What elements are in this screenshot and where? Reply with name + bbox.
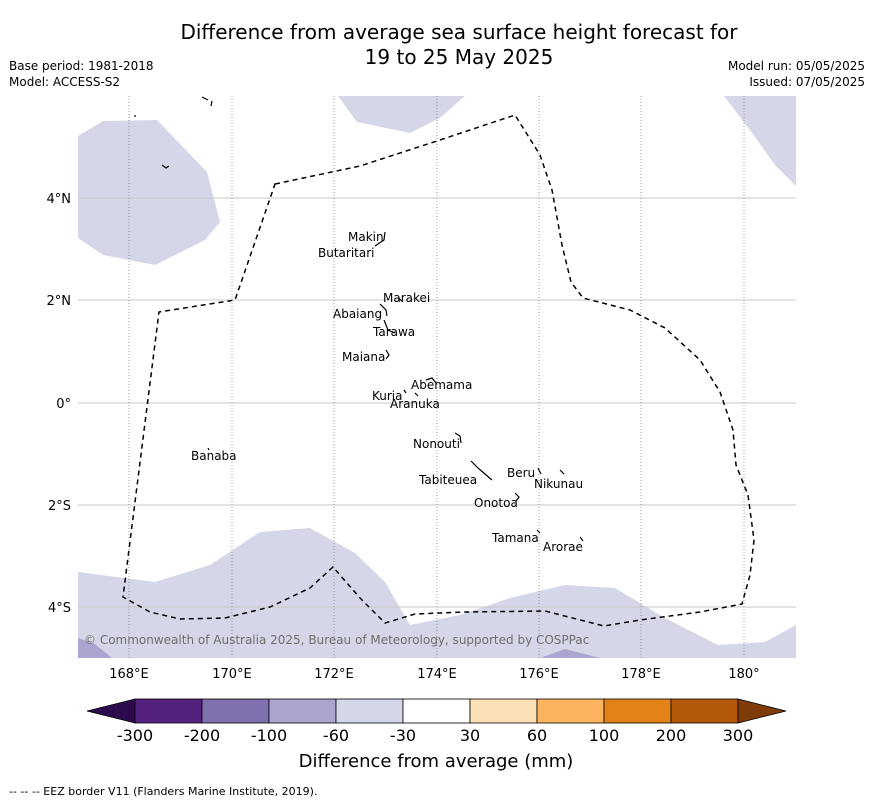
anomaly-region-south xyxy=(78,528,796,658)
island-outline-tabiteuea xyxy=(470,460,493,481)
colorbar-bin-1 xyxy=(134,698,203,724)
island-label-tabiteuea: Tabiteuea xyxy=(418,473,477,487)
island-label-beru: Beru xyxy=(507,466,535,480)
island-label-onotoa: Onotoa xyxy=(474,496,518,510)
island-label-marakei: Marakei xyxy=(383,291,430,305)
anomaly-region-north xyxy=(338,96,465,133)
island-label-makin: Makin xyxy=(348,230,384,244)
colorbar-tick-6: 30 xyxy=(460,726,480,745)
colorbar-tick-4: -60 xyxy=(323,726,349,745)
anomaly-region-south-strong xyxy=(540,649,600,658)
island-outline-abemama xyxy=(425,377,437,384)
lon-label-172e: 172°E xyxy=(314,667,354,682)
island-outline-kuria xyxy=(403,389,407,394)
colorbar-label: Difference from average (mm) xyxy=(299,751,574,772)
colorbar-bin-7 xyxy=(536,698,605,724)
island-outline-maiana xyxy=(385,349,390,360)
island-label-arorae: Arorae xyxy=(543,540,583,554)
island-label-maiana: Maiana xyxy=(342,350,385,364)
island-label-abemama: Abemama xyxy=(411,378,472,392)
lat-label-4n: 4°N xyxy=(47,192,72,207)
lat-label-2n: 2°N xyxy=(47,294,72,309)
colorbar-tick-5: -30 xyxy=(390,726,416,745)
island-outline-tarawa xyxy=(383,319,396,334)
colorbar-bin-2 xyxy=(201,698,270,724)
colorbar-extend-high xyxy=(737,698,787,724)
colorbar-bin-6 xyxy=(469,698,538,724)
anomaly-region-northwest xyxy=(78,120,220,265)
island-outline-butaritari xyxy=(374,231,386,247)
colorbar-tick-3: -100 xyxy=(251,726,287,745)
island-outline-tamana xyxy=(536,529,541,534)
island-outline-north-b xyxy=(161,164,170,169)
colorbar-tick-10: 300 xyxy=(723,726,754,745)
island-label-kuria: Kuria xyxy=(372,389,403,403)
colorbar-bin-9 xyxy=(670,698,739,724)
title-line-1: Difference from average sea surface heig… xyxy=(180,20,738,44)
island-outline-aranuka xyxy=(414,392,419,397)
colorbar-bin-8 xyxy=(603,698,672,724)
island-label-nonouti: Nonouti xyxy=(413,437,460,451)
island-label-nikunau: Nikunau xyxy=(534,477,583,491)
island-outline-nonouti xyxy=(454,432,462,444)
copyright-notice: © Commonwealth of Australia 2025, Bureau… xyxy=(84,633,589,647)
lat-label-0: 0° xyxy=(56,397,71,412)
colorbar xyxy=(86,698,787,724)
island-label-aranuka: Aranuka xyxy=(390,397,440,411)
colorbar-bin-5 xyxy=(402,698,471,724)
colorbar-tick-7: 60 xyxy=(527,726,547,745)
island-label-abaiang: Abaiang xyxy=(333,307,382,321)
island-label-banaba: Banaba xyxy=(191,449,237,463)
lon-label-180: 180° xyxy=(728,667,759,682)
colorbar-tick-2: -200 xyxy=(184,726,220,745)
lon-label-174e: 174°E xyxy=(417,667,457,682)
eez-border xyxy=(122,114,755,627)
map-area: Makin Butaritari Marakei Abaiang Tarawa … xyxy=(78,96,796,658)
issued-date: Issued: 07/05/2025 xyxy=(749,75,865,89)
lat-label-4s: 4°S xyxy=(48,601,71,616)
island-label-tamana: Tamana xyxy=(491,531,539,545)
model-name: Model: ACCESS-S2 xyxy=(9,75,121,89)
lon-label-168e: 168°E xyxy=(109,667,149,682)
island-outline-marakei xyxy=(397,297,403,302)
island-outline-arorae xyxy=(579,536,584,542)
island-label-butaritari: Butaritari xyxy=(318,246,375,260)
title-line-2: 19 to 25 May 2025 xyxy=(364,45,554,69)
graticule xyxy=(78,96,796,658)
lat-label-2s: 2°S xyxy=(48,499,71,514)
island-outline-nikunau xyxy=(559,469,565,475)
island-label-tarawa: Tarawa xyxy=(372,325,415,339)
lon-label-178e: 178°E xyxy=(621,667,661,682)
lon-label-170e: 170°E xyxy=(212,667,252,682)
colorbar-bin-4 xyxy=(335,698,404,724)
lon-label-176e: 176°E xyxy=(519,667,559,682)
colorbar-bin-3 xyxy=(268,698,337,724)
island-outline-banaba xyxy=(207,447,210,451)
model-info: Base period: 1981-2018 Model: ACCESS-S2 xyxy=(9,58,154,90)
map-title: Difference from average sea surface heig… xyxy=(0,20,873,70)
colorbar-tick-9: 200 xyxy=(656,726,687,745)
colorbar-extend-low xyxy=(86,698,136,724)
colorbar-tick-8: 100 xyxy=(589,726,620,745)
island-outline-north-a xyxy=(201,96,213,107)
run-info: Model run: 05/05/2025 Issued: 07/05/2025 xyxy=(728,58,865,90)
model-run: Model run: 05/05/2025 xyxy=(727,59,865,73)
island-outline-beru xyxy=(537,467,542,475)
island-outline-abaiang xyxy=(379,303,388,317)
island-outlines xyxy=(134,96,584,542)
anomaly-region-southwest-strong xyxy=(78,638,112,658)
colorbar-tick-1: -300 xyxy=(117,726,153,745)
eez-legend: -- -- -- EEZ border V11 (Flanders Marine… xyxy=(9,785,318,798)
base-period: Base period: 1981-2018 xyxy=(9,59,154,73)
island-outline-onotoa xyxy=(514,492,520,502)
anomaly-region-northeast xyxy=(724,96,796,186)
